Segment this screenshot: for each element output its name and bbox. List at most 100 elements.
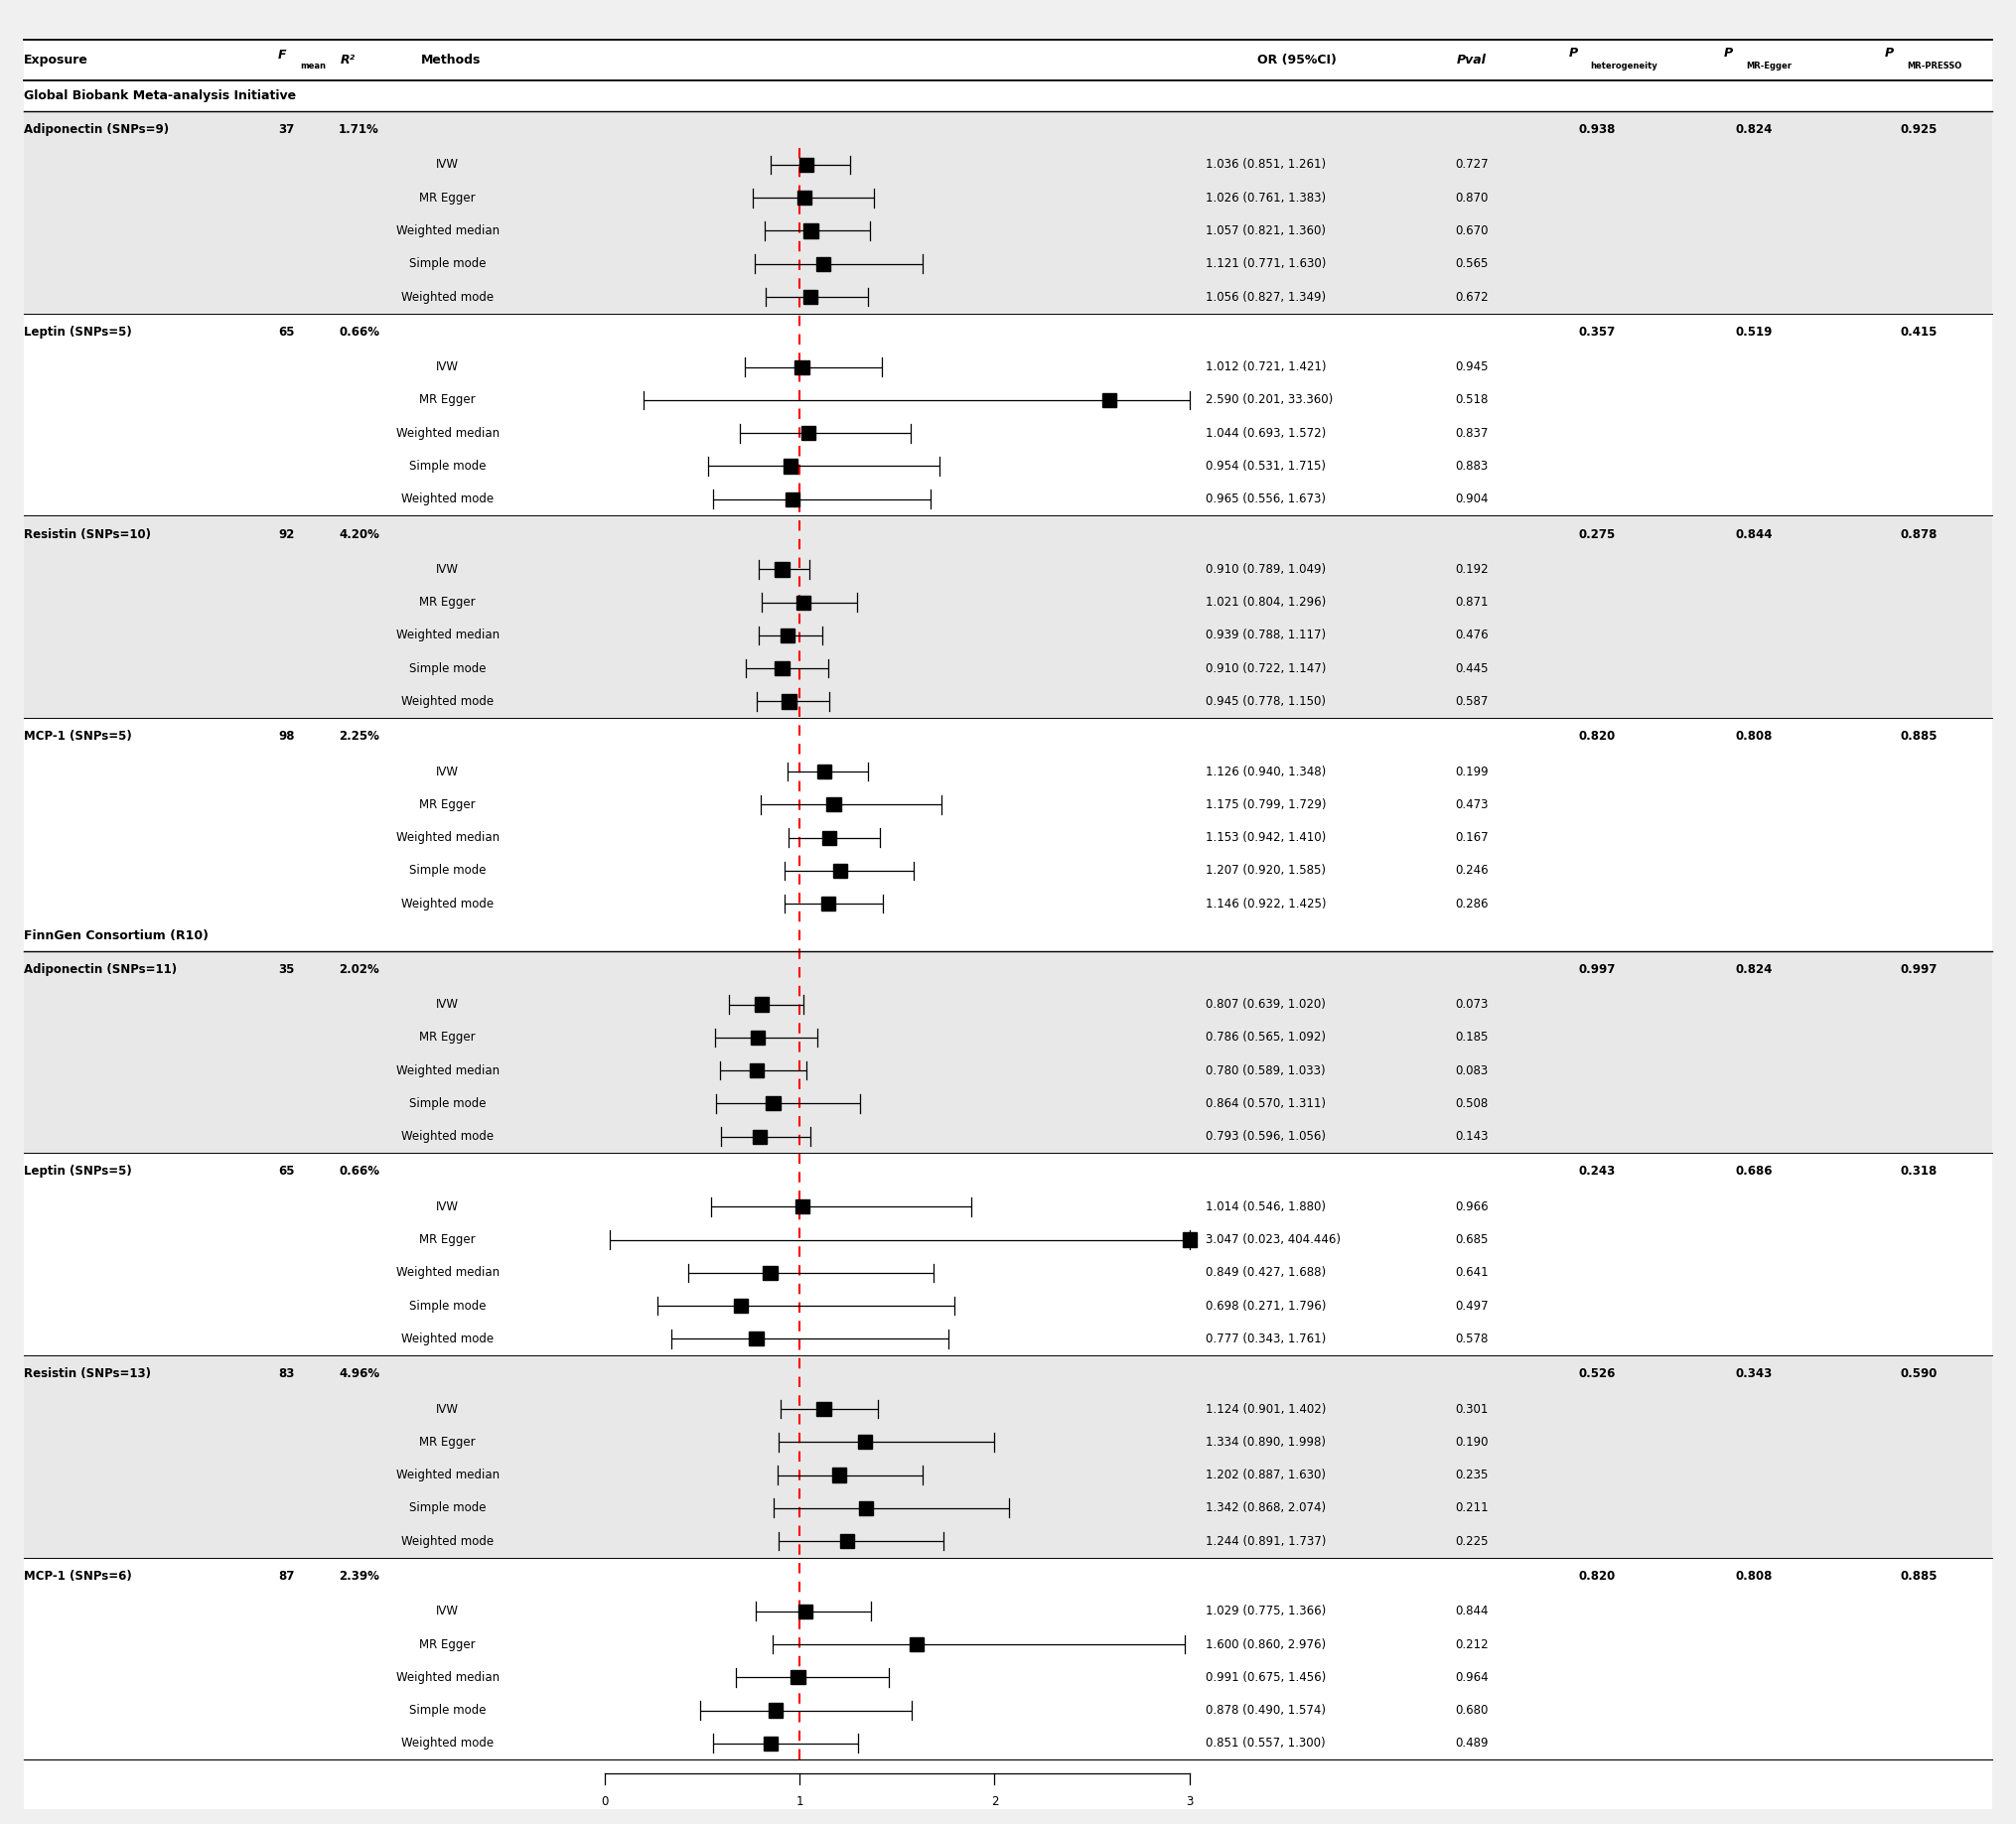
- Bar: [24, 516, 1992, 553]
- Bar: [816, 764, 831, 779]
- Bar: [24, 1290, 1992, 1322]
- Bar: [750, 1031, 764, 1045]
- Text: 0.925: 0.925: [1901, 124, 1937, 137]
- Bar: [833, 863, 847, 877]
- Bar: [833, 1468, 847, 1483]
- Bar: [821, 897, 835, 910]
- Text: 1.244 (0.891, 1.737): 1.244 (0.891, 1.737): [1206, 1534, 1327, 1547]
- Text: 0.849 (0.427, 1.688): 0.849 (0.427, 1.688): [1206, 1266, 1327, 1279]
- Text: MR Egger: MR Egger: [419, 1435, 476, 1448]
- Text: 0.808: 0.808: [1736, 1570, 1772, 1583]
- Text: Weighted median: Weighted median: [395, 629, 500, 642]
- Text: 0.190: 0.190: [1456, 1435, 1488, 1448]
- Bar: [827, 797, 841, 812]
- Text: Adiponectin (SNPs=11): Adiponectin (SNPs=11): [24, 963, 177, 976]
- Text: 0.945 (0.778, 1.150): 0.945 (0.778, 1.150): [1206, 695, 1327, 708]
- Text: 0.954 (0.531, 1.715): 0.954 (0.531, 1.715): [1206, 460, 1327, 472]
- Text: 0.476: 0.476: [1456, 629, 1488, 642]
- Text: Simple mode: Simple mode: [409, 460, 486, 472]
- Text: 0.415: 0.415: [1901, 325, 1937, 339]
- Text: 1.146 (0.922, 1.425): 1.146 (0.922, 1.425): [1206, 897, 1327, 910]
- Text: 0.073: 0.073: [1456, 998, 1488, 1010]
- Bar: [24, 148, 1992, 181]
- Text: 0.685: 0.685: [1456, 1233, 1488, 1246]
- Bar: [24, 788, 1992, 821]
- Text: 0.66%: 0.66%: [339, 325, 379, 339]
- Bar: [24, 1594, 1992, 1627]
- Text: Adiponectin (SNPs=9): Adiponectin (SNPs=9): [24, 124, 169, 137]
- Bar: [24, 383, 1992, 416]
- Text: 0.864 (0.570, 1.311): 0.864 (0.570, 1.311): [1206, 1096, 1327, 1111]
- Text: Resistin (SNPs=13): Resistin (SNPs=13): [24, 1368, 151, 1381]
- Text: 65: 65: [278, 325, 294, 339]
- Text: MCP-1 (SNPs=6): MCP-1 (SNPs=6): [24, 1570, 133, 1583]
- Text: 2: 2: [990, 1795, 998, 1808]
- Text: 0.997: 0.997: [1901, 963, 1937, 976]
- Text: 0.904: 0.904: [1456, 492, 1488, 505]
- Text: 0.870: 0.870: [1456, 192, 1488, 204]
- Text: 0.698 (0.271, 1.796): 0.698 (0.271, 1.796): [1206, 1299, 1327, 1311]
- Bar: [798, 192, 812, 204]
- Bar: [766, 1096, 780, 1111]
- Text: 0.587: 0.587: [1456, 695, 1488, 708]
- Text: 0.938: 0.938: [1579, 124, 1615, 137]
- Bar: [774, 662, 788, 675]
- Text: F: F: [278, 49, 286, 62]
- Text: 0.885: 0.885: [1901, 1570, 1937, 1583]
- Bar: [24, 618, 1992, 651]
- Bar: [24, 651, 1992, 686]
- Text: 0.820: 0.820: [1579, 1570, 1615, 1583]
- Bar: [782, 695, 796, 708]
- Text: 0.211: 0.211: [1456, 1501, 1488, 1514]
- Bar: [24, 314, 1992, 350]
- Text: 0.66%: 0.66%: [339, 1166, 379, 1178]
- Text: 4.96%: 4.96%: [339, 1368, 379, 1381]
- Bar: [24, 553, 1992, 586]
- Text: 0.780 (0.589, 1.033): 0.780 (0.589, 1.033): [1206, 1063, 1325, 1076]
- Text: 1.202 (0.887, 1.630): 1.202 (0.887, 1.630): [1206, 1468, 1327, 1481]
- Text: IVW: IVW: [435, 1605, 460, 1618]
- Bar: [24, 1492, 1992, 1525]
- Text: 37: 37: [278, 124, 294, 137]
- Text: 0.965 (0.556, 1.673): 0.965 (0.556, 1.673): [1206, 492, 1327, 505]
- Text: 1.334 (0.890, 1.998): 1.334 (0.890, 1.998): [1206, 1435, 1327, 1448]
- Bar: [24, 416, 1992, 451]
- Text: 0.318: 0.318: [1901, 1166, 1937, 1178]
- Text: 1.600 (0.860, 2.976): 1.600 (0.860, 2.976): [1206, 1638, 1327, 1651]
- Bar: [24, 755, 1992, 788]
- Text: 65: 65: [278, 1166, 294, 1178]
- Text: IVW: IVW: [435, 998, 460, 1010]
- Text: MR-Egger: MR-Egger: [1746, 62, 1792, 71]
- Bar: [24, 281, 1992, 314]
- Text: IVW: IVW: [435, 1200, 460, 1213]
- Text: 0.851 (0.557, 1.300): 0.851 (0.557, 1.300): [1206, 1736, 1325, 1749]
- Text: MR-PRESSO: MR-PRESSO: [1907, 62, 1962, 71]
- Bar: [24, 80, 1992, 111]
- Text: 2.25%: 2.25%: [339, 730, 379, 742]
- Bar: [764, 1736, 778, 1751]
- Text: Simple mode: Simple mode: [409, 1299, 486, 1311]
- Text: 0.964: 0.964: [1456, 1671, 1488, 1684]
- Text: 0.991 (0.675, 1.456): 0.991 (0.675, 1.456): [1206, 1671, 1327, 1684]
- Text: IVW: IVW: [435, 764, 460, 779]
- Text: mean: mean: [300, 62, 327, 71]
- Bar: [1181, 1233, 1198, 1248]
- Text: 1.056 (0.827, 1.349): 1.056 (0.827, 1.349): [1206, 290, 1327, 303]
- Text: Weighted mode: Weighted mode: [401, 897, 494, 910]
- Text: 83: 83: [278, 1368, 294, 1381]
- Text: 1.014 (0.546, 1.880): 1.014 (0.546, 1.880): [1206, 1200, 1327, 1213]
- Bar: [24, 1322, 1992, 1355]
- Text: 0.192: 0.192: [1456, 564, 1488, 576]
- Text: 3.047 (0.023, 404.446): 3.047 (0.023, 404.446): [1206, 1233, 1341, 1246]
- Bar: [24, 1191, 1992, 1224]
- Text: 0.565: 0.565: [1456, 257, 1488, 270]
- Bar: [796, 595, 810, 609]
- Bar: [24, 111, 1992, 148]
- Bar: [859, 1501, 873, 1516]
- Bar: [24, 686, 1992, 719]
- Bar: [24, 921, 1992, 950]
- Bar: [784, 460, 798, 472]
- Text: 1.342 (0.868, 2.074): 1.342 (0.868, 2.074): [1206, 1501, 1327, 1514]
- Bar: [909, 1638, 923, 1651]
- Text: 0.871: 0.871: [1456, 596, 1488, 609]
